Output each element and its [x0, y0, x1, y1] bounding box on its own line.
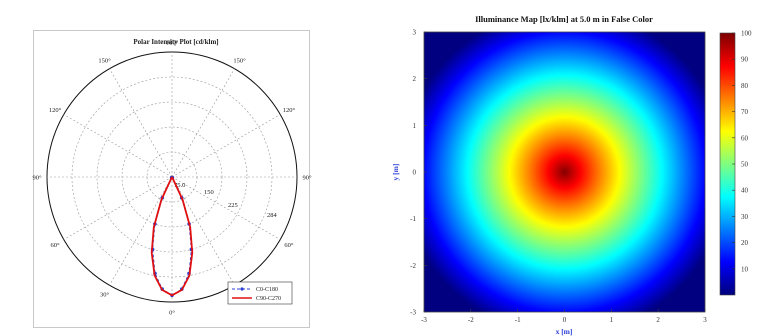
polar-spoke-6 [171, 68, 235, 178]
illuminance-heatmap-chart: Illuminance Map [lx/klm] at 5.0 m in Fal… [391, 14, 752, 336]
heatmap-x-ticks: -3 -2 -1 0 1 2 3 [421, 309, 707, 324]
colorbar-tick-label: 10 [741, 265, 749, 273]
colorbar-tick-label: 100 [741, 30, 752, 38]
polar-intensity-chart: Polar Intensity Plot [cd/klm] 180° 150° 12… [32, 38, 312, 317]
colorbar-image [720, 33, 735, 295]
polar-grid [46, 51, 298, 303]
y-tick-label: 0 [413, 169, 417, 177]
polar-angle-label: 180° [166, 40, 179, 47]
y-tick-label: 3 [413, 29, 417, 37]
colorbar-ticks: 100 90 80 70 60 50 40 30 20 10 [732, 30, 752, 273]
x-tick-label: 3 [703, 316, 707, 324]
colorbar-tick-label: 50 [741, 161, 749, 169]
polar-spoke-5 [171, 114, 281, 178]
x-tick-label: -2 [468, 316, 474, 324]
y-tick-label: 2 [413, 75, 417, 83]
polar-spoke-9 [63, 114, 173, 178]
polar-radial-label: 225 [228, 202, 238, 209]
polar-angle-label: 120° [283, 107, 296, 114]
polar-angle-label: 60° [51, 242, 61, 249]
polar-legend: C0-C180 C90-C270 [227, 281, 293, 305]
x-tick-label: 0 [563, 316, 567, 324]
series-line-c90-c270 [150, 176, 194, 297]
polar-angle-label: 150° [98, 58, 111, 65]
x-tick-label: -1 [515, 316, 521, 324]
polar-angle-label: 150° [233, 58, 246, 65]
polar-plot-panel: Polar Intensity Plot [cd/klm] 180° 150° 12… [32, 30, 312, 328]
y-tick-label: 1 [413, 122, 417, 130]
colorbar-tick-label: 90 [741, 56, 749, 64]
heatmap-x-axis-label: x [m] [556, 327, 573, 336]
x-tick-label: -3 [421, 316, 427, 324]
polar-radial-label: 150 [204, 189, 214, 196]
heatmap-y-ticks: 3 2 1 0 -1 -2 -3 [410, 29, 427, 317]
y-tick-label: -2 [410, 262, 416, 270]
polar-spoke-3 [171, 176, 281, 240]
colorbar-tick-label: 30 [741, 213, 749, 221]
polar-angle-label: 0° [169, 310, 175, 317]
polar-radial-label: 75.0 [174, 182, 185, 189]
heatmap-y-axis-label: y [m] [391, 164, 400, 181]
polar-angle-label: 60° [284, 242, 294, 249]
colorbar-tick-label: 80 [741, 82, 749, 90]
legend-marker-c0-c180 [240, 287, 244, 291]
polar-angle-label: 90° [302, 175, 312, 182]
polar-spoke-11 [63, 176, 173, 240]
colorbar-tick-label: 70 [741, 108, 749, 116]
heatmap-title: Illuminance Map [lx/klm] at 5.0 m in Fal… [475, 14, 653, 24]
colorbar-tick-label: 20 [741, 239, 749, 247]
x-tick-label: 2 [656, 316, 660, 324]
polar-radial-labels: 75.0 150 225 284 [174, 182, 278, 219]
polar-radial-label: 284 [267, 212, 278, 219]
polar-chart-title: Polar Intensity Plot [cd/klm] [133, 38, 218, 46]
polar-angle-labels: 180°150°120°90°60°30°0°30°60°90°120°150° [32, 40, 312, 317]
polar-angle-label: 120° [49, 107, 62, 114]
polar-ring-3 [96, 101, 248, 253]
polar-angle-label: 90° [32, 175, 42, 182]
legend-label-c90-c270: C90-C270 [256, 296, 281, 302]
polar-spoke-8 [109, 68, 173, 178]
polar-series [150, 175, 194, 298]
polar-spoke-12 [109, 176, 173, 286]
polar-spoke-2 [171, 176, 235, 286]
heatmap-image [424, 32, 705, 312]
heatmap-panel: Illuminance Map [lx/klm] at 5.0 m in Fal… [382, 0, 764, 336]
legend-label-c0-c180: C0-C180 [256, 287, 278, 293]
polar-angle-label: 30° [100, 291, 110, 298]
colorbar-tick-label: 40 [741, 187, 749, 195]
y-tick-label: -1 [410, 215, 416, 223]
x-tick-label: 1 [610, 316, 614, 324]
colorbar-tick-label: 60 [741, 134, 749, 142]
y-tick-label: -3 [410, 309, 416, 317]
